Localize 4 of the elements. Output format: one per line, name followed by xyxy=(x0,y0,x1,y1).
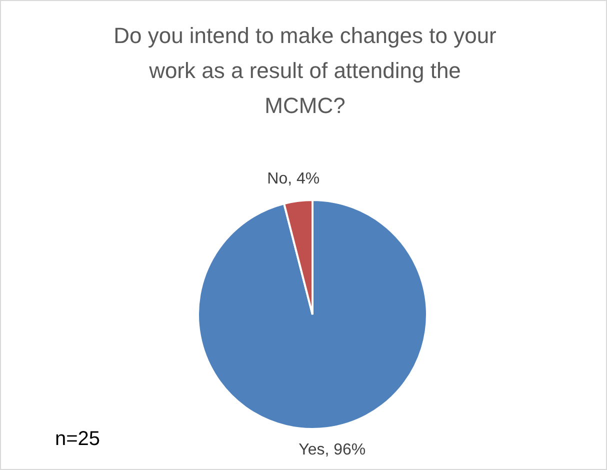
slice-label: Yes, 96% xyxy=(298,441,366,458)
chart-title: Do you intend to make changes to your work as a result of attending the MCMC? xyxy=(112,22,498,120)
text: n=25 xyxy=(55,428,100,451)
slice-label: No, 4% xyxy=(267,170,320,188)
